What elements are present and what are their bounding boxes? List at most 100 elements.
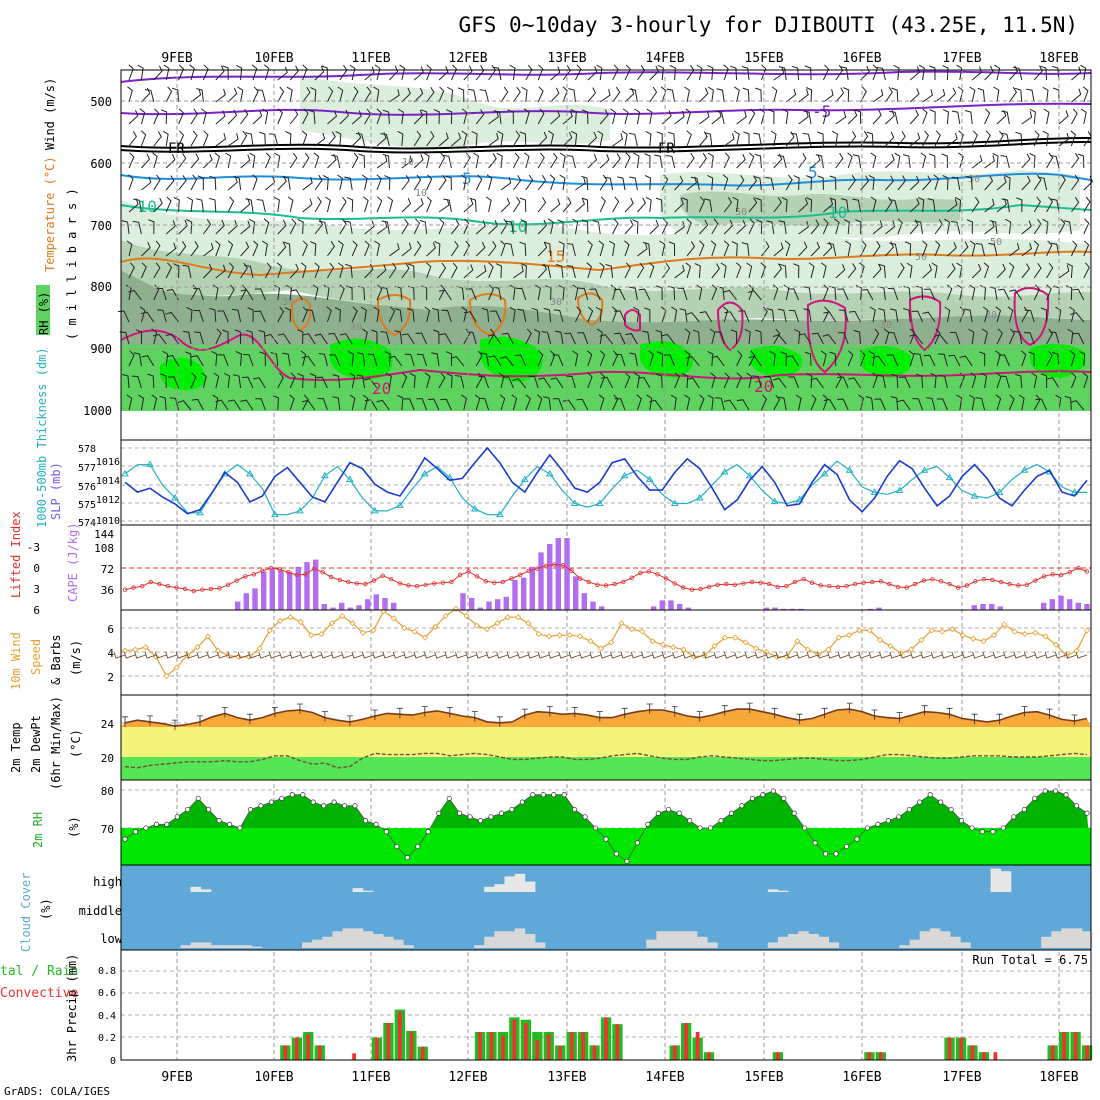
li-point: [904, 585, 909, 590]
li-point: [689, 587, 695, 592]
upper-wind-barb: [723, 240, 730, 257]
upper-wind-barb: [574, 306, 582, 323]
li-point: [234, 578, 239, 583]
upper-wind-barb: [438, 66, 449, 81]
upper-wind-barb: [854, 109, 862, 125]
upper-wind-barb: [165, 86, 173, 103]
upper-wind-barb: [562, 399, 576, 411]
upper-wind-barb: [711, 263, 721, 279]
upper-wind-barb: [780, 351, 787, 366]
wind-barb-10m: [351, 651, 364, 659]
upper-wind-barb: [131, 375, 142, 389]
cloud-high-bar: [1000, 871, 1012, 892]
upper-wind-barb: [581, 175, 589, 191]
upper-wind-barb: [252, 174, 258, 191]
rh2m-point: [791, 810, 797, 816]
upper-wind-barb: [711, 218, 719, 235]
upper-wind-barb: [1042, 86, 1049, 103]
upper-wind-barb: [829, 351, 837, 367]
upper-wind-barb: [326, 86, 334, 103]
precip-convective-bar: [558, 1046, 562, 1060]
upper-wind-barb: [723, 399, 738, 411]
upper-wind-barb: [948, 354, 961, 367]
cloud-low-bar: [909, 939, 921, 948]
cloud-low-bar: [676, 931, 688, 948]
date-label-bottom: 15FEB: [744, 1070, 783, 1085]
upper-wind-barb: [748, 355, 762, 367]
wind-speed-point: [308, 632, 315, 639]
li-point: [595, 582, 600, 587]
upper-wind-barb: [922, 130, 930, 147]
upper-wind-barb: [1005, 218, 1012, 235]
wind-speed-point: [339, 612, 346, 620]
precip-convective-bar: [317, 1045, 322, 1060]
upper-wind-barb: [273, 196, 280, 213]
precip-axis: 0.8 0.6 0.4 0.2 0: [98, 966, 116, 1067]
thickness-point: [895, 486, 904, 493]
upper-wind-barb: [165, 220, 176, 235]
upper-wind-barb: [971, 154, 983, 169]
upper-wind-barb: [446, 109, 453, 125]
upper-wind-barb: [868, 174, 875, 191]
upper-wind-barb: [151, 394, 158, 411]
upper-wind-barb: [314, 262, 320, 279]
upper-wind-barb: [274, 152, 281, 169]
upper-wind-barb: [982, 328, 988, 345]
upper-wind-barb: [128, 174, 134, 191]
upper-wind-barb: [838, 309, 849, 323]
upper-wind-barb: [904, 241, 912, 257]
wind-barb-10m: [206, 651, 219, 659]
upper-wind-barb: [144, 89, 155, 103]
rh2m-point: [655, 810, 661, 816]
upper-wind-barb: [995, 350, 1001, 367]
upper-wind-barb: [649, 219, 659, 235]
upper-wind-barb: [272, 395, 279, 411]
upper-wind-barb: [362, 328, 368, 345]
upper-wind-barb: [258, 131, 266, 147]
precip-convective-bar: [375, 1037, 379, 1060]
wind-speed-point: [990, 632, 997, 639]
wind-speed-point: [597, 645, 604, 652]
upper-wind-barb: [822, 284, 829, 301]
wind-speed-point: [483, 626, 491, 633]
upper-wind-barb: [941, 153, 948, 169]
upper-wind-barb: [1016, 197, 1023, 213]
upper-wind-barb: [550, 66, 561, 81]
upper-wind-barb: [557, 219, 564, 234]
upper-wind-barb: [766, 220, 775, 235]
thickness-point: [595, 499, 604, 506]
thickness-point: [920, 466, 929, 473]
upper-wind-barb: [958, 130, 964, 147]
cape-bar: [772, 607, 778, 610]
rh2m-point: [728, 810, 735, 816]
cape-tick: 108: [94, 542, 114, 555]
upper-wind-barb: [203, 263, 213, 279]
cloud-low-bar: [403, 945, 414, 948]
wind-barb-10m: [113, 651, 126, 659]
cape-bar: [356, 605, 362, 610]
upper-wind-barb: [777, 155, 787, 169]
upper-wind-barb: [543, 241, 552, 257]
upper-wind-barb: [589, 288, 601, 301]
precip-convective-bar: [684, 1023, 688, 1060]
cape-bar: [763, 607, 769, 610]
upper-wind-barb: [599, 334, 613, 345]
upper-wind-barb: [994, 64, 1001, 81]
wind-speed-point: [442, 612, 449, 620]
upper-wind-barb: [440, 398, 452, 411]
upper-wind-barb: [805, 87, 813, 103]
upper-wind-barb: [577, 332, 589, 345]
upper-wind-barb: [840, 198, 849, 213]
cloud-high-bar: [494, 884, 505, 892]
upper-wind-barb: [432, 307, 440, 323]
precip-convective-bar: [604, 1017, 608, 1060]
wind-barb-10m: [185, 651, 198, 659]
upper-wind-barb: [884, 196, 893, 213]
credit: GrADS: COLA/IGES: [4, 1085, 110, 1098]
upper-wind-barb: [723, 133, 735, 147]
upper-wind-barb: [748, 108, 756, 125]
temp-minmax-whisker: [596, 711, 603, 722]
wind-barb-10m: [516, 651, 529, 659]
thickness-tick: 574: [78, 518, 96, 529]
upper-wind-barb: [256, 89, 266, 103]
